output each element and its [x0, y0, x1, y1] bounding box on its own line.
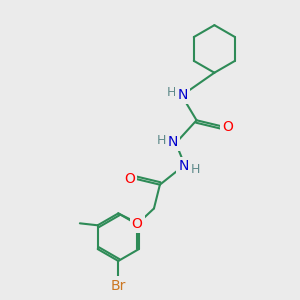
Text: H: H [191, 163, 200, 176]
Text: N: N [178, 159, 189, 173]
Text: O: O [222, 120, 233, 134]
Text: H: H [157, 134, 167, 147]
Text: N: N [178, 88, 188, 101]
Text: N: N [168, 135, 178, 149]
Text: Br: Br [111, 279, 126, 293]
Text: H: H [167, 86, 176, 99]
Text: O: O [132, 217, 142, 231]
Text: O: O [124, 172, 135, 186]
